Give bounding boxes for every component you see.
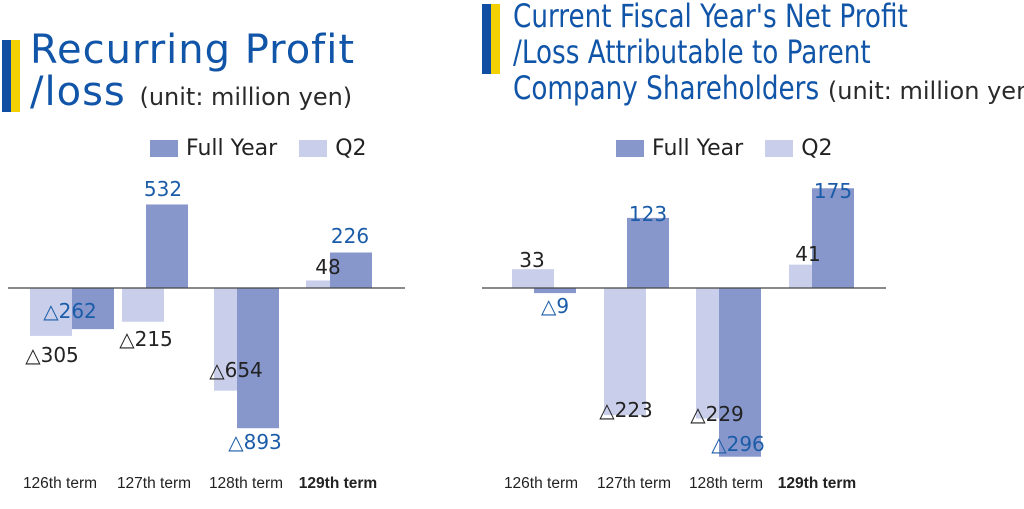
title-accent-yellow bbox=[11, 40, 20, 112]
full-year-value-label: △893 bbox=[228, 430, 282, 454]
q2-value-label: 41 bbox=[795, 242, 820, 266]
unit-label: (unit: million yen) bbox=[827, 77, 1024, 105]
legend-swatch-full-year bbox=[616, 140, 644, 157]
full-year-value-label: 226 bbox=[331, 224, 369, 248]
x-tick-label: 128th term bbox=[689, 475, 763, 492]
x-tick-label: 129th term bbox=[778, 475, 856, 492]
legend-swatch-q2 bbox=[765, 140, 794, 157]
q2-value-label: 48 bbox=[315, 255, 340, 279]
chart-title-line2: /loss bbox=[30, 69, 126, 115]
legend-item-q2: Q2 bbox=[765, 136, 833, 161]
x-tick-label: 128th term bbox=[209, 475, 283, 492]
full-year-bar bbox=[72, 288, 114, 330]
full-year-bar bbox=[812, 188, 854, 288]
full-year-value-label: 532 bbox=[144, 177, 182, 201]
q2-value-label: △305 bbox=[25, 343, 79, 367]
q2-value-label: △654 bbox=[209, 358, 263, 382]
unit-label: (unit: million yen) bbox=[139, 83, 353, 111]
legend-item-q2: Q2 bbox=[299, 136, 367, 161]
full-year-bar bbox=[146, 204, 188, 288]
title-accent-blue bbox=[482, 4, 491, 74]
q2-value-label: △215 bbox=[119, 327, 173, 351]
q2-bar bbox=[30, 288, 72, 336]
legend: Full Year Q2 bbox=[616, 136, 833, 161]
chart-title-line1: Recurring Profit bbox=[30, 27, 356, 73]
x-tick-label: 126th term bbox=[23, 475, 97, 492]
legend-item-full-year: Full Year bbox=[616, 136, 743, 161]
title-accent-yellow bbox=[491, 4, 500, 74]
legend-label-full-year: Full Year bbox=[186, 136, 278, 161]
chart-title: Recurring Profit /loss (unit: million ye… bbox=[30, 30, 355, 117]
chart-title-line1: Current Fiscal Year's Net Profit bbox=[513, 0, 908, 35]
bar-chart: △262 532 △893 226 △305 △215 △654 48 126th term 12… bbox=[8, 177, 405, 492]
full-year-bar bbox=[719, 288, 761, 457]
q2-value-label: △229 bbox=[690, 402, 744, 426]
chart-title-line3: Company Shareholders bbox=[513, 69, 820, 107]
title-accent-blue bbox=[2, 40, 11, 112]
bar-chart: △9 123 △296 175 33 △223 △229 41 126th term 127th … bbox=[482, 179, 886, 492]
full-year-bar bbox=[330, 252, 372, 288]
q2-bar bbox=[306, 280, 348, 288]
legend-label-full-year: Full Year bbox=[652, 136, 744, 161]
chart-title: Current Fiscal Year's Net Profit /Loss A… bbox=[513, 0, 1024, 109]
x-tick-label: 129th term bbox=[299, 475, 377, 492]
x-tick-label: 127th term bbox=[597, 475, 671, 492]
x-tick-label: 127th term bbox=[117, 475, 191, 492]
full-year-value-label: △296 bbox=[711, 432, 765, 456]
q2-bar bbox=[512, 269, 554, 288]
chart-title-line2: /Loss Attributable to Parent bbox=[513, 33, 871, 71]
legend-item-full-year: Full Year bbox=[150, 136, 277, 161]
recurring-profit-panel: Recurring Profit /loss (unit: million ye… bbox=[0, 0, 470, 509]
q2-bar bbox=[604, 288, 646, 416]
legend-swatch-full-year bbox=[150, 140, 178, 157]
full-year-bar bbox=[627, 217, 669, 288]
net-profit-panel: Current Fiscal Year's Net Profit /Loss A… bbox=[470, 0, 1024, 509]
full-year-bar bbox=[534, 288, 576, 294]
legend: Full Year Q2 bbox=[150, 136, 367, 161]
full-year-bar bbox=[237, 288, 279, 429]
full-year-value-label: △9 bbox=[541, 294, 569, 318]
full-year-value-label: 175 bbox=[814, 179, 852, 203]
x-tick-label: 126th term bbox=[504, 475, 578, 492]
full-year-value-label: 123 bbox=[629, 202, 667, 226]
legend-label-q2: Q2 bbox=[335, 136, 367, 161]
full-year-value-label: △262 bbox=[43, 299, 97, 323]
q2-value-label: △223 bbox=[599, 398, 653, 422]
q2-bar bbox=[122, 288, 164, 322]
legend-swatch-q2 bbox=[299, 140, 328, 157]
legend-label-q2: Q2 bbox=[801, 136, 833, 161]
q2-value-label: 33 bbox=[519, 248, 544, 272]
